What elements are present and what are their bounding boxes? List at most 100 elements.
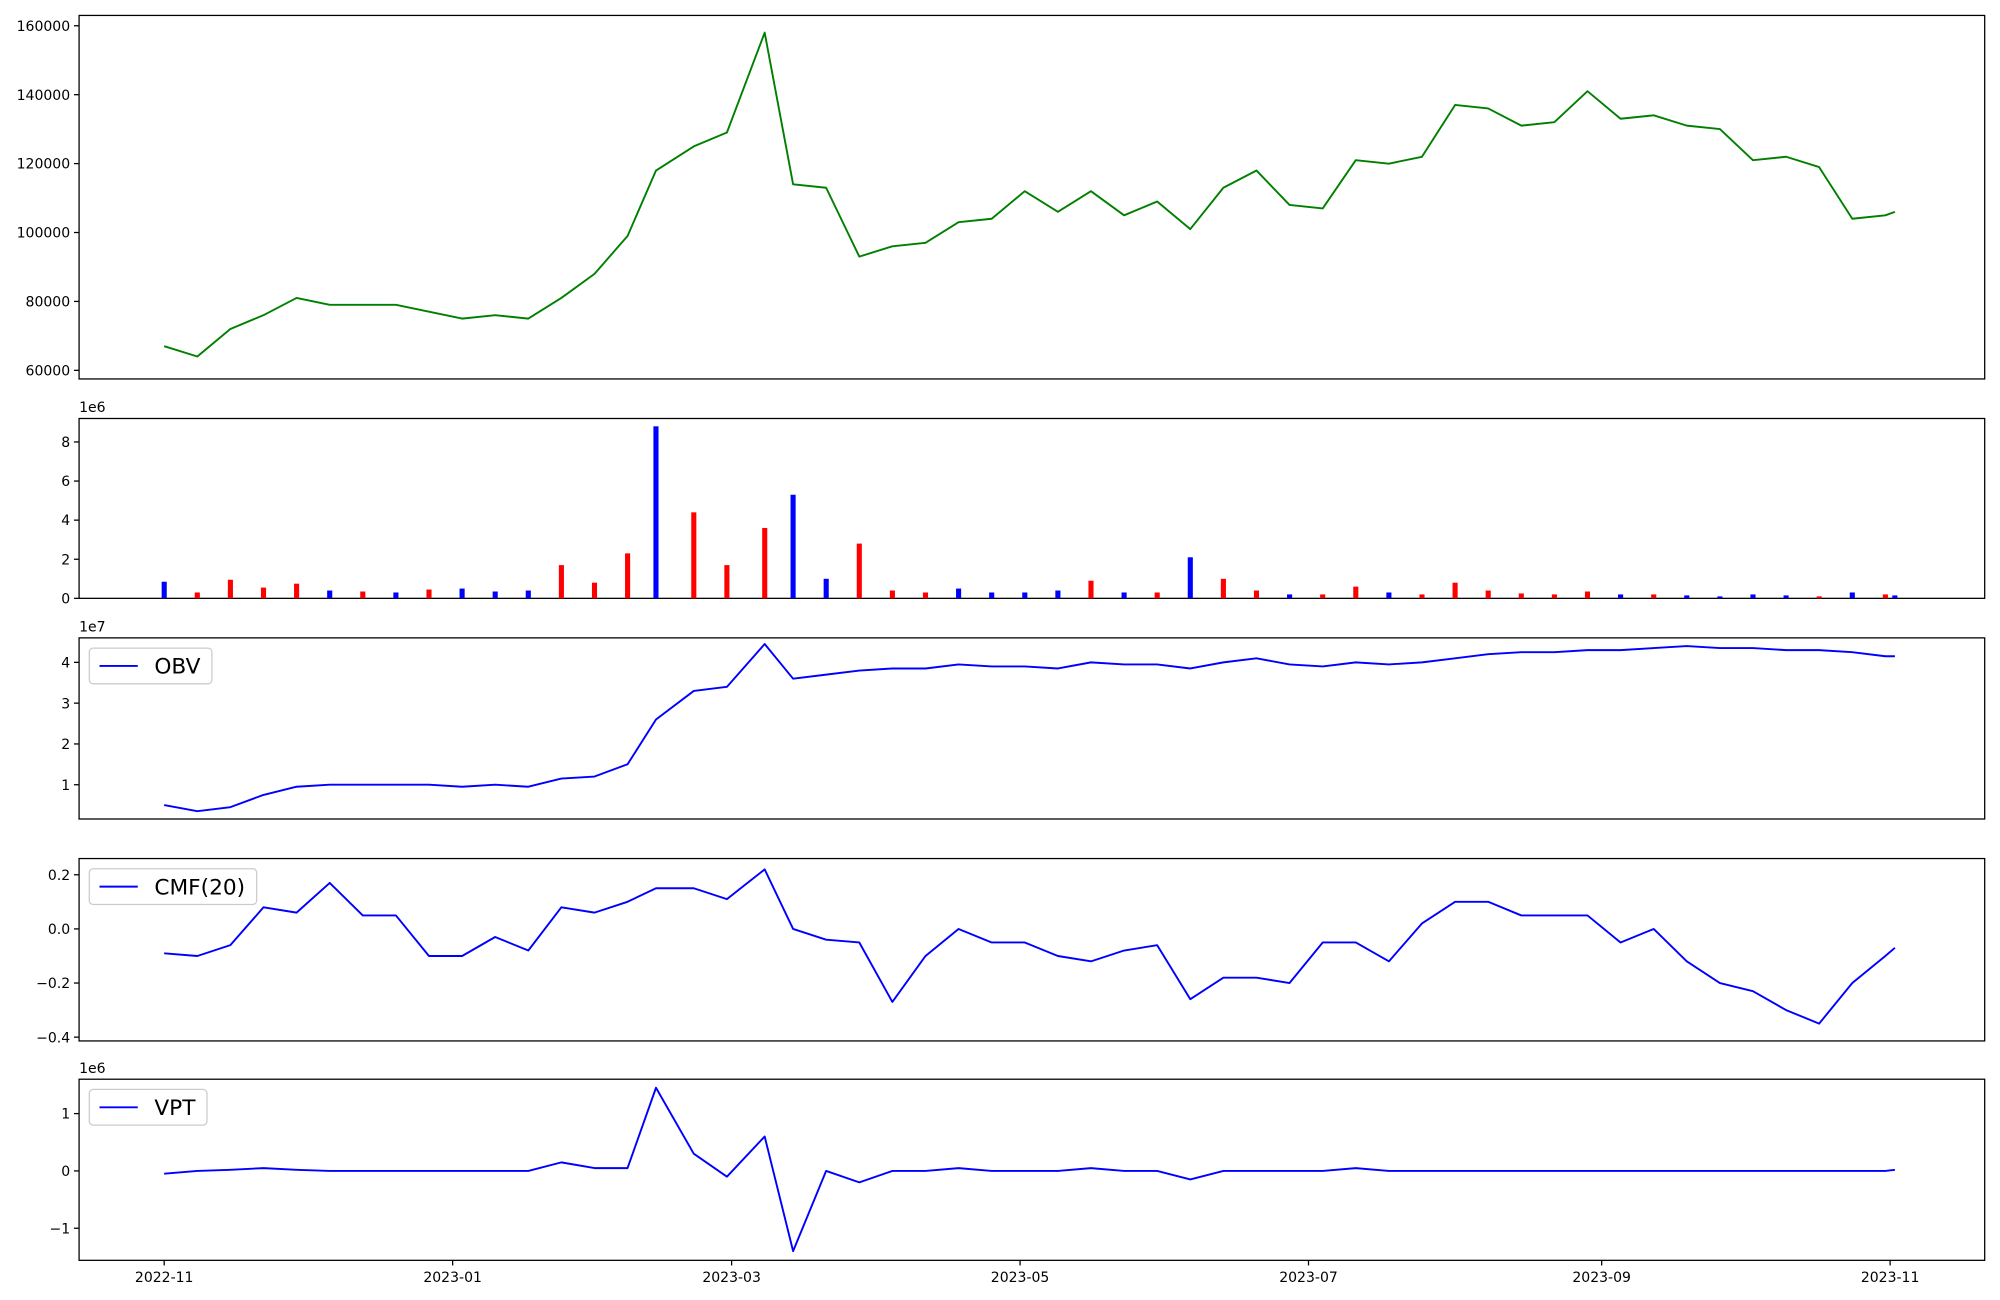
volume-bar xyxy=(1750,594,1756,599)
y-tick-label: 2 xyxy=(61,552,70,568)
volume-bar xyxy=(1220,578,1226,599)
volume-bar xyxy=(1849,592,1855,599)
volume-bar xyxy=(426,589,432,599)
volume-bar xyxy=(1783,595,1789,599)
volume-bar xyxy=(161,581,167,599)
volume-bar xyxy=(1882,594,1888,599)
y-tick-label: 1 xyxy=(61,778,70,794)
legend-box xyxy=(88,647,213,685)
axes-frame xyxy=(78,637,1986,820)
x-tick-label: 2023-01 xyxy=(423,1270,482,1286)
volume-bar xyxy=(591,582,598,599)
y-tick-label: 80000 xyxy=(26,295,71,311)
y-tick-label: −0.2 xyxy=(36,976,70,992)
x-tick-label: 2023-11 xyxy=(1861,1270,1920,1286)
volume-bar xyxy=(1419,594,1425,599)
volume-bar xyxy=(1353,586,1359,599)
volume-bar xyxy=(1320,594,1326,599)
volume-bar xyxy=(889,590,895,599)
y-tick-label: 160000 xyxy=(17,19,71,35)
volume-bar xyxy=(922,592,929,599)
y-tick-label: 3 xyxy=(61,696,70,712)
volume-bar xyxy=(227,579,233,599)
y-tick-label: 0.2 xyxy=(48,868,70,884)
volume-bar xyxy=(1485,590,1491,599)
volume-bar xyxy=(1452,582,1458,599)
volume-bar xyxy=(393,592,399,599)
volume-bar xyxy=(1518,593,1524,599)
volume-bar xyxy=(459,588,465,599)
series-line xyxy=(163,643,1895,813)
y-tick-label: 140000 xyxy=(17,88,71,104)
volume-bar xyxy=(1892,595,1898,599)
series-line xyxy=(164,1086,1896,1253)
volume-bar xyxy=(1651,594,1657,599)
y-tick-label: 0 xyxy=(61,591,70,607)
volume-bar xyxy=(525,590,531,599)
volume-bar xyxy=(1551,594,1557,599)
series-line xyxy=(163,31,1896,358)
x-tick-label: 2023-07 xyxy=(1279,1270,1338,1286)
y-tick-label: 0 xyxy=(61,1164,70,1180)
legend-label: CMF(20) xyxy=(154,875,245,900)
legend-label: VPT xyxy=(154,1096,196,1121)
y-tick-label: 8 xyxy=(61,435,70,451)
volume-bar xyxy=(327,590,333,599)
y-tick-label: 0.0 xyxy=(48,922,70,938)
axes-frame xyxy=(78,1078,1986,1261)
axes-frame xyxy=(78,857,1986,1042)
volume-bar xyxy=(1618,594,1624,599)
volume-bar xyxy=(1584,591,1591,599)
axis-offset-label: 1e7 xyxy=(79,620,105,636)
x-tick-label: 2023-09 xyxy=(1572,1270,1631,1286)
volume-bar xyxy=(194,592,200,599)
x-tick-label: 2023-05 xyxy=(991,1270,1050,1286)
axis-offset-label: 1e6 xyxy=(79,400,106,416)
volume-bar xyxy=(1154,592,1160,599)
x-tick-label: 2022-11 xyxy=(135,1270,194,1286)
volume-bar xyxy=(823,578,829,599)
y-tick-label: −0.4 xyxy=(36,1030,70,1046)
volume-bar xyxy=(790,494,796,599)
volume-bar xyxy=(294,583,300,599)
axis-offset-label: 1e6 xyxy=(79,1061,106,1077)
series-line xyxy=(164,868,1896,1025)
volume-bar xyxy=(762,527,768,599)
volume-bar xyxy=(724,565,730,599)
axes-frame xyxy=(78,417,1986,599)
volume-bar xyxy=(260,587,267,599)
volume-bar xyxy=(1253,590,1260,599)
legend-label: OBV xyxy=(154,655,200,680)
legend-box xyxy=(88,1088,208,1126)
volume-bar xyxy=(653,426,659,599)
y-tick-label: 6 xyxy=(61,474,70,490)
y-tick-label: 4 xyxy=(61,655,70,671)
y-tick-label: 120000 xyxy=(17,157,71,173)
volume-bar xyxy=(691,512,697,599)
volume-bar xyxy=(625,553,631,599)
volume-bar xyxy=(1022,592,1028,599)
volume-bar xyxy=(1187,557,1193,599)
volume-bar xyxy=(492,591,498,599)
volume-bar xyxy=(1088,580,1094,599)
y-tick-label: 4 xyxy=(61,513,70,529)
volume-bar xyxy=(1717,596,1723,599)
y-tick-label: −1 xyxy=(49,1221,70,1237)
volume-bar xyxy=(989,592,995,599)
volume-bar xyxy=(956,588,962,599)
volume-bar xyxy=(1055,590,1061,599)
y-tick-label: 2 xyxy=(61,737,70,753)
legend-box xyxy=(88,868,258,906)
volume-bar xyxy=(856,543,862,599)
volume-bar xyxy=(1684,595,1690,599)
volume-bar xyxy=(1816,596,1822,599)
volume-bar xyxy=(360,591,366,599)
volume-bar xyxy=(558,565,564,599)
axes-frame xyxy=(78,14,1986,380)
volume-bar xyxy=(1287,594,1293,599)
volume-bar xyxy=(1121,592,1127,599)
y-tick-label: 1 xyxy=(61,1107,70,1123)
volume-bar xyxy=(1386,592,1392,599)
